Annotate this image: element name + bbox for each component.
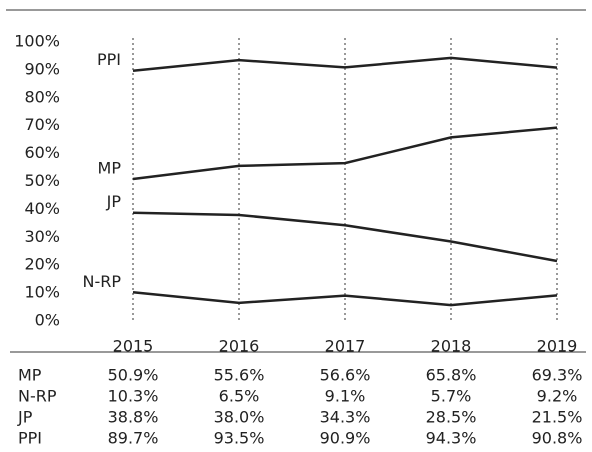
x-tick-label: 2017	[325, 337, 366, 356]
series-label: N-RP	[82, 272, 121, 291]
table-cell: 89.7%	[108, 429, 159, 448]
x-tick-label: 2016	[219, 337, 260, 356]
table-cell: 93.5%	[214, 429, 265, 448]
y-tick-label: 0%	[35, 311, 60, 330]
table-cell: 94.3%	[426, 429, 477, 448]
y-tick-label: 30%	[24, 227, 60, 246]
table-cell: 21.5%	[532, 408, 583, 427]
series-label: PPI	[97, 50, 121, 69]
table-row-label: PPI	[18, 429, 42, 448]
table-cell: 90.9%	[320, 429, 371, 448]
table-cell: 50.9%	[108, 366, 159, 385]
table-cell: 9.2%	[537, 387, 578, 406]
table-cell: 34.3%	[320, 408, 371, 427]
table-cell: 10.3%	[108, 387, 159, 406]
table-cell: 55.6%	[214, 366, 265, 385]
y-tick-label: 50%	[24, 171, 60, 190]
x-tick-label: 2019	[537, 337, 578, 356]
y-tick-label: 10%	[24, 283, 60, 302]
table-cell: 38.8%	[108, 408, 159, 427]
series-label: MP	[98, 158, 122, 177]
series-line	[132, 291, 558, 307]
table-row-label: JP	[17, 408, 33, 427]
table-cell: 65.8%	[426, 366, 477, 385]
y-tick-label: 60%	[24, 143, 60, 162]
table-row-label: MP	[18, 366, 42, 385]
x-tick-label: 2018	[431, 337, 472, 356]
table-cell: 9.1%	[325, 387, 366, 406]
series-line	[132, 211, 558, 263]
table-cell: 6.5%	[219, 387, 260, 406]
y-tick-label: 90%	[24, 59, 60, 78]
x-tick-label: 2015	[113, 337, 154, 356]
series-line	[132, 56, 558, 72]
series-label: JP	[106, 192, 122, 211]
y-tick-label: 40%	[24, 199, 60, 218]
table-cell: 5.7%	[431, 387, 472, 406]
series-line	[132, 126, 558, 181]
y-tick-label: 100%	[14, 32, 60, 51]
table-cell: 56.6%	[320, 366, 371, 385]
table-cell: 69.3%	[532, 366, 583, 385]
y-tick-label: 80%	[24, 87, 60, 106]
y-tick-label: 20%	[24, 255, 60, 274]
table-cell: 28.5%	[426, 408, 477, 427]
table-row-label: N-RP	[18, 387, 57, 406]
table-cell: 90.8%	[532, 429, 583, 448]
table-cell: 38.0%	[214, 408, 265, 427]
y-tick-label: 70%	[24, 115, 60, 134]
